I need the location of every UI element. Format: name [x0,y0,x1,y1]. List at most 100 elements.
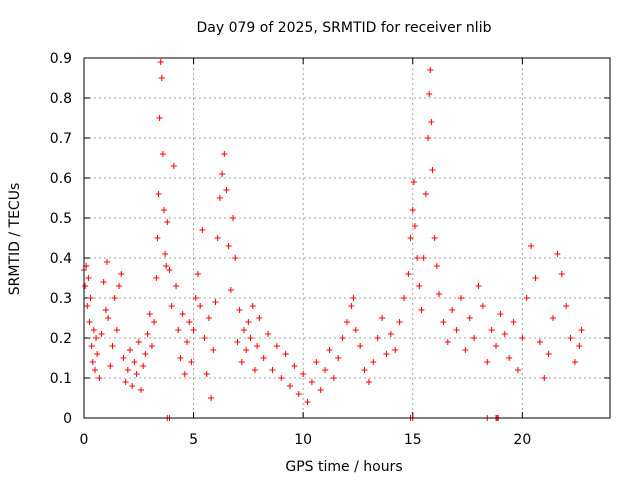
data-point [348,303,355,309]
data-point [536,339,543,345]
data-point [140,363,147,369]
data-point [365,379,372,385]
data-point [156,115,163,121]
data-point [440,319,447,325]
data-point [475,283,482,289]
data-point [479,303,486,309]
data-point [571,359,578,365]
data-point [88,343,95,349]
data-point [260,355,267,361]
data-point [159,151,166,157]
data-point [295,391,302,397]
data-point [563,303,570,309]
data-point [558,271,565,277]
data-point [107,363,114,369]
data-point [256,315,263,321]
data-point [532,275,539,281]
data-point [98,331,105,337]
x-tick-label: 5 [189,432,198,448]
data-points [81,59,585,421]
data-point [409,207,416,213]
data-point [82,283,89,289]
data-point [387,331,394,337]
data-point [142,351,149,357]
data-point [425,135,432,141]
data-point [151,319,158,325]
data-point [124,367,131,373]
data-point [164,219,171,225]
data-point [514,367,521,373]
tick-labels: 0 0.1 0.2 0.3 0.4 0.5 0.6 0.7 0.8 0.9 0 5 10 15 20 [50,51,532,448]
y-tick-label: 0.2 [50,331,72,347]
y-tick-label: 0.1 [50,371,72,387]
data-point [444,339,451,345]
data-point [449,307,456,313]
data-point [94,351,101,357]
data-point [493,343,500,349]
data-point [89,359,96,365]
data-point [519,335,526,341]
data-point [153,275,160,281]
data-point [411,223,418,229]
data-point [501,331,508,337]
data-point [186,319,193,325]
data-point [497,311,504,317]
data-point [197,303,204,309]
data-point [510,319,517,325]
data-point [420,255,427,261]
data-point [265,331,272,337]
data-point [506,355,513,361]
data-point [422,191,429,197]
data-point [554,251,561,257]
data-point [199,227,206,233]
data-point [154,235,161,241]
data-point [135,339,142,345]
data-point [245,319,252,325]
data-point [405,271,412,277]
x-axis-label: GPS time / hours [285,459,402,475]
data-point [212,299,219,305]
data-point [308,379,315,385]
data-point [225,243,232,249]
data-point [105,315,112,321]
y-axis-label: SRMTID / TECUs [7,183,23,296]
data-point [223,187,230,193]
data-point [158,75,165,81]
data-point [100,279,107,285]
data-point [339,335,346,341]
data-point [462,347,469,353]
plot-frame [83,57,611,419]
data-point [234,339,241,345]
x-tick-label: 15 [404,432,422,448]
y-tick-label: 0.4 [50,251,72,267]
data-point [352,327,359,333]
data-point [194,271,201,277]
data-point [528,243,535,249]
data-point [192,295,199,301]
data-point [137,387,144,393]
data-point [576,343,583,349]
data-point [254,343,261,349]
data-point [111,295,118,301]
x-tick-label: 20 [513,432,531,448]
data-point [163,263,170,269]
data-point [317,387,324,393]
data-point [287,383,294,389]
data-point [335,355,342,361]
data-point [471,335,478,341]
data-point [133,371,140,377]
data-point [116,283,123,289]
data-point [578,327,585,333]
data-point [433,263,440,269]
data-point [181,371,188,377]
data-point [396,319,403,325]
data-point [214,235,221,241]
data-point [251,367,258,373]
data-point [466,315,473,321]
data-point [291,363,298,369]
data-point [416,283,423,289]
data-point [104,259,111,265]
data-point [344,319,350,325]
data-point [457,295,464,301]
